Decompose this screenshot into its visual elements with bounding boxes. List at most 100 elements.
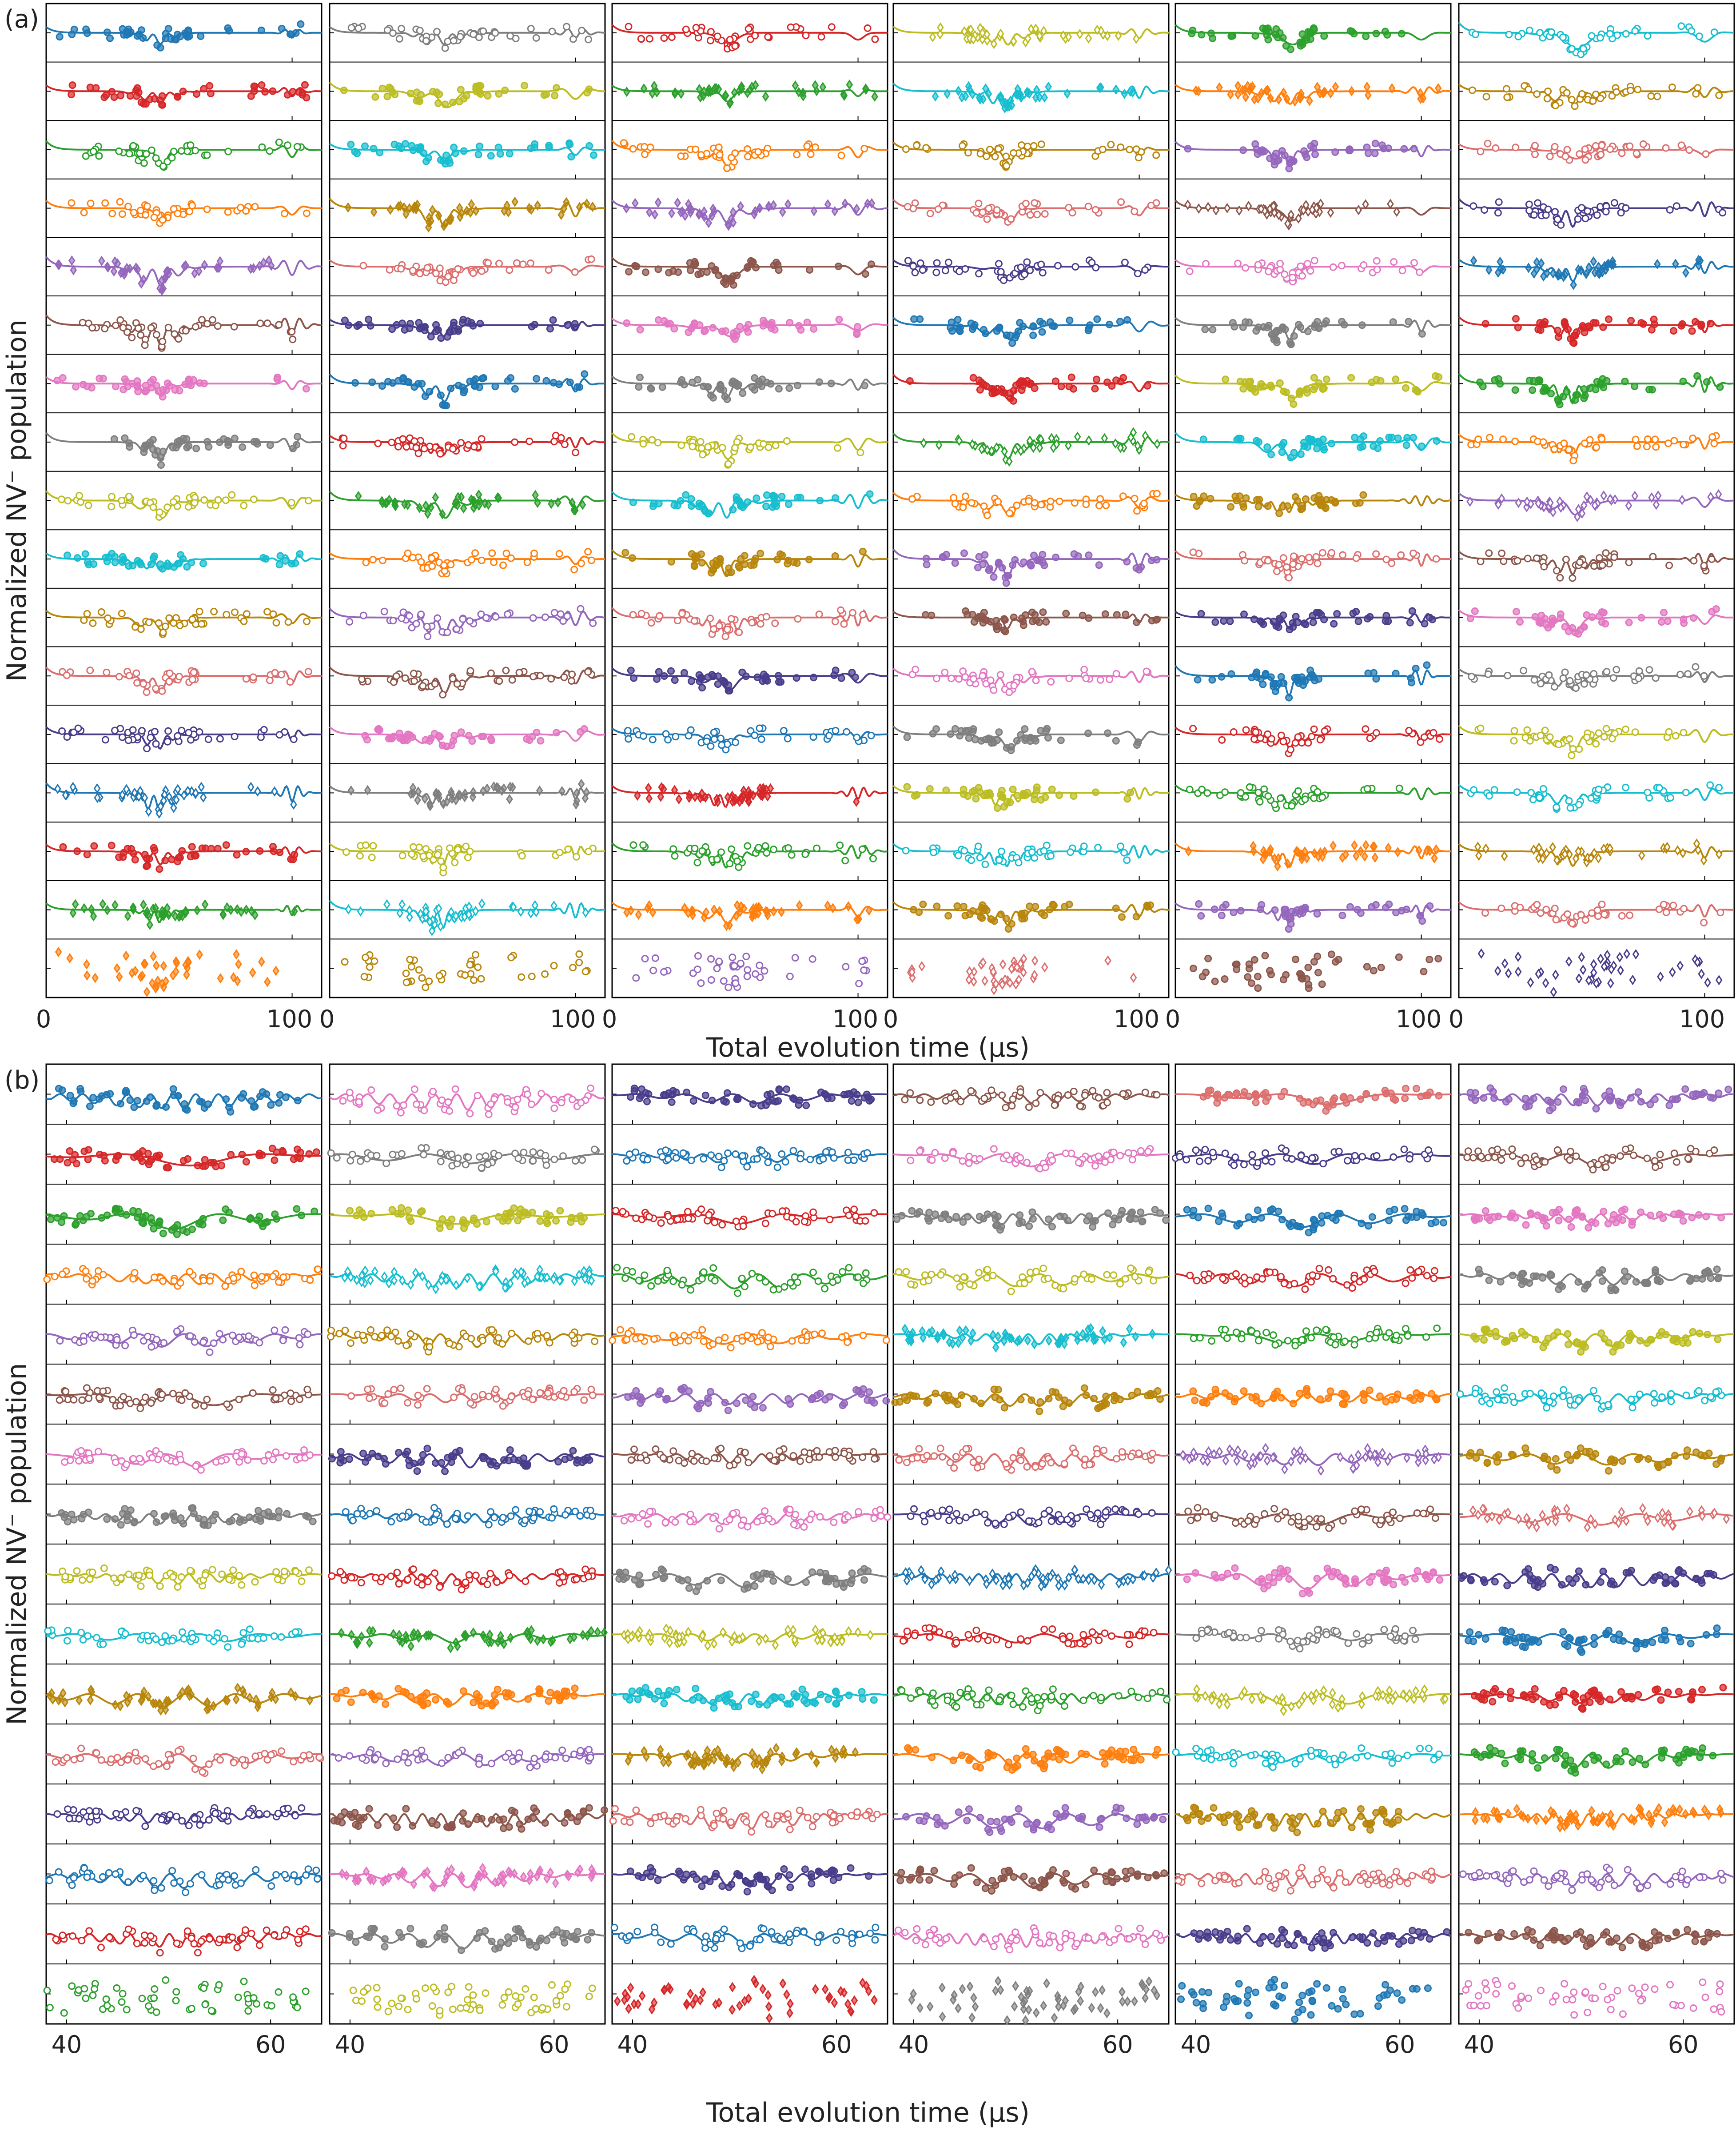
data-point bbox=[1054, 262, 1062, 270]
data-point bbox=[970, 618, 978, 626]
data-point bbox=[209, 316, 216, 324]
data-point bbox=[1280, 387, 1288, 395]
data-point bbox=[859, 547, 867, 555]
data-point bbox=[1382, 612, 1390, 620]
data-point bbox=[549, 316, 557, 324]
data-point bbox=[1319, 385, 1327, 393]
data-point bbox=[1595, 612, 1603, 620]
data-point bbox=[769, 491, 777, 499]
fit-line bbox=[1175, 902, 1451, 924]
data-point bbox=[853, 330, 861, 338]
data-point bbox=[1707, 319, 1714, 327]
data-point bbox=[1310, 494, 1318, 502]
data-point bbox=[304, 668, 312, 676]
data-point bbox=[434, 99, 442, 107]
data-point bbox=[629, 611, 637, 619]
data-point bbox=[729, 281, 737, 289]
data-point bbox=[965, 974, 973, 985]
data-point bbox=[193, 90, 201, 98]
data-point bbox=[1561, 152, 1569, 160]
data-point bbox=[214, 845, 222, 853]
data-point bbox=[1679, 377, 1687, 385]
trace-1-4 bbox=[45, 178, 322, 238]
data-point bbox=[1556, 574, 1564, 582]
data-point bbox=[305, 497, 312, 505]
data-point bbox=[1358, 321, 1366, 329]
data-point bbox=[1477, 724, 1485, 732]
data-point bbox=[920, 438, 928, 448]
data-point bbox=[1320, 615, 1328, 623]
trace-1-11 bbox=[45, 587, 322, 647]
data-point bbox=[438, 742, 446, 749]
data-point bbox=[1119, 492, 1127, 500]
data-point bbox=[1218, 673, 1226, 681]
data-point bbox=[902, 145, 910, 153]
data-point bbox=[1091, 385, 1099, 393]
data-point bbox=[159, 629, 167, 636]
data-point bbox=[108, 493, 116, 501]
data-point bbox=[206, 82, 214, 90]
data-point bbox=[1013, 792, 1021, 799]
data-point bbox=[1066, 316, 1074, 324]
data-point bbox=[725, 460, 732, 468]
data-point bbox=[1314, 559, 1322, 567]
x-tick-label: 100 bbox=[832, 1005, 878, 1033]
data-point bbox=[725, 687, 733, 694]
data-point bbox=[1202, 968, 1210, 976]
data-point bbox=[398, 852, 406, 860]
data-point bbox=[954, 851, 962, 859]
data-point bbox=[859, 611, 867, 619]
data-point bbox=[1189, 725, 1197, 733]
trace-1-6 bbox=[45, 295, 322, 355]
data-point bbox=[625, 23, 633, 31]
data-point bbox=[975, 200, 983, 208]
data-point bbox=[1613, 666, 1621, 674]
data-point bbox=[1310, 385, 1318, 393]
data-point bbox=[1021, 725, 1029, 733]
data-point bbox=[1474, 842, 1481, 852]
data-point bbox=[1309, 619, 1317, 627]
data-point bbox=[1051, 377, 1059, 385]
data-point bbox=[1366, 734, 1374, 742]
data-point bbox=[568, 670, 576, 678]
data-point bbox=[1118, 913, 1126, 921]
data-point bbox=[1715, 92, 1723, 99]
data-point bbox=[1331, 498, 1339, 505]
data-point bbox=[205, 443, 213, 451]
data-point bbox=[697, 438, 705, 446]
data-point bbox=[394, 377, 402, 385]
data-point bbox=[420, 445, 428, 453]
data-point bbox=[560, 673, 568, 681]
data-point bbox=[678, 610, 686, 618]
data-point bbox=[242, 207, 250, 215]
data-point bbox=[1239, 385, 1247, 393]
data-point bbox=[864, 24, 872, 32]
data-point bbox=[479, 732, 487, 740]
data-point bbox=[1700, 562, 1708, 570]
data-point bbox=[1254, 973, 1262, 981]
fit-line bbox=[45, 490, 322, 519]
data-point bbox=[1036, 556, 1044, 563]
data-point bbox=[1026, 211, 1034, 219]
data-point bbox=[378, 84, 386, 92]
data-point bbox=[256, 319, 264, 327]
data-point bbox=[585, 36, 592, 44]
data-point bbox=[1584, 207, 1592, 215]
data-point bbox=[1347, 374, 1355, 382]
data-point bbox=[1210, 905, 1218, 913]
data-point bbox=[502, 550, 510, 557]
data-point bbox=[258, 143, 266, 151]
data-point bbox=[1516, 618, 1524, 626]
data-point bbox=[762, 503, 770, 511]
data-point bbox=[564, 321, 571, 329]
data-point bbox=[674, 268, 682, 276]
data-point bbox=[470, 30, 478, 38]
data-point bbox=[1490, 786, 1498, 794]
data-point bbox=[1029, 618, 1037, 626]
data-point bbox=[625, 268, 633, 275]
data-point bbox=[1315, 379, 1323, 387]
data-point bbox=[187, 853, 195, 861]
data-point bbox=[1287, 454, 1295, 462]
data-point bbox=[969, 727, 977, 735]
data-point bbox=[1074, 431, 1081, 442]
